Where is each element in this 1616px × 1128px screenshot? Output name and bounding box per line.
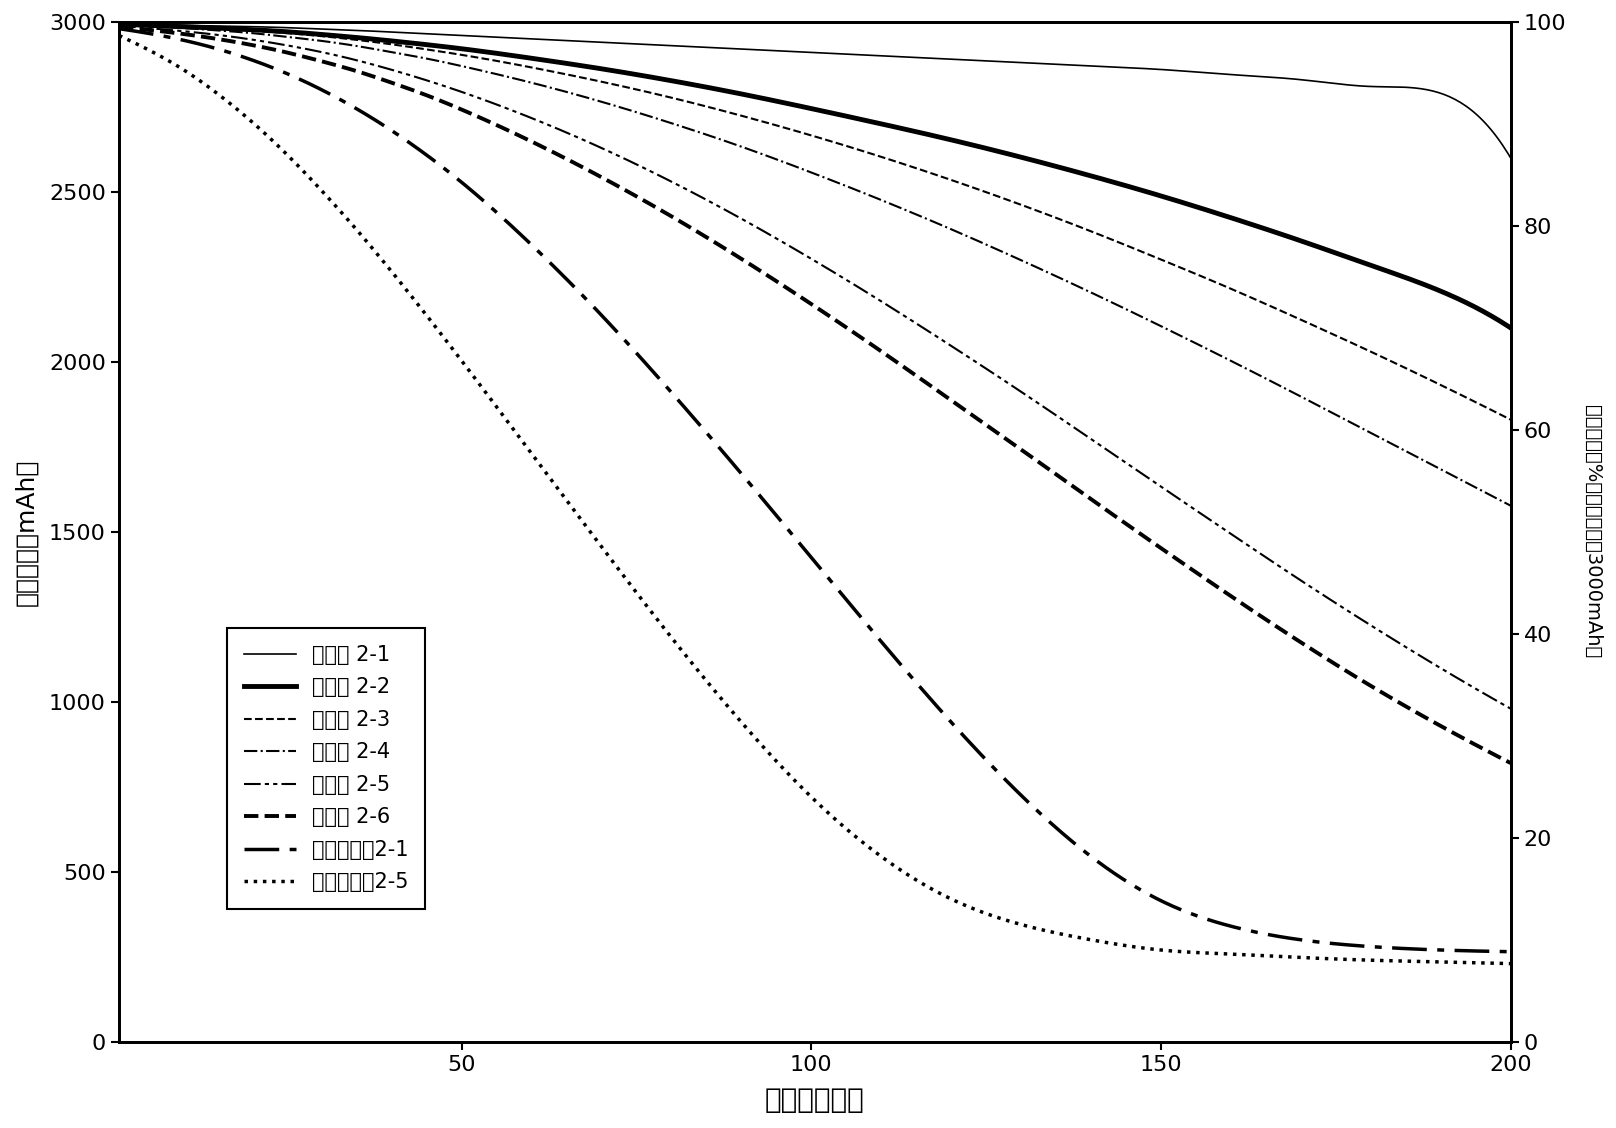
Legend: 实施例 2-1, 实施例 2-2, 实施例 2-3, 实施例 2-4, 实施例 2-5, 实施例 2-6, 比较实施例2-1, 比较实施例2-5: 实施例 2-1, 实施例 2-2, 实施例 2-3, 实施例 2-4, 实施例 … bbox=[226, 628, 425, 909]
Y-axis label: 放电容量（mAh）: 放电容量（mAh） bbox=[15, 458, 37, 606]
X-axis label: 循环（次数）: 循环（次数） bbox=[764, 1086, 865, 1114]
Y-axis label: 容量比率（%，初期容量为3000mAh）: 容量比率（%，初期容量为3000mAh） bbox=[1584, 405, 1601, 659]
